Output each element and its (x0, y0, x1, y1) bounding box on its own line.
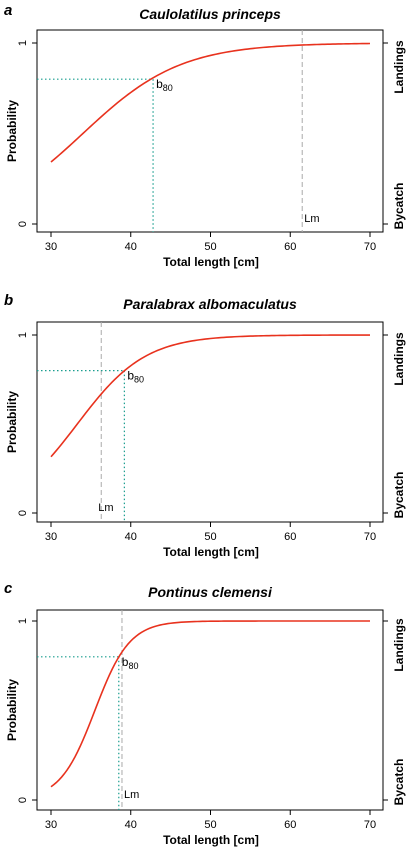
x-tick-label: 70 (364, 531, 376, 543)
right-label-landings: Landings (392, 332, 406, 386)
plot-frame (36, 609, 384, 811)
chart-title: Paralabrax albomaculatus (123, 296, 297, 312)
chart-panel-a: a Caulolatilus princeps Lm b80 30 40 50 60 70 0 1 T… (4, 2, 406, 269)
lm-label: Lm (98, 502, 113, 514)
plot-frame (36, 321, 384, 523)
x-tick-label: 60 (284, 241, 296, 253)
selectivity-curve (50, 620, 370, 788)
panel-letter: a (4, 2, 12, 19)
x-axis-label: Total length [cm] (163, 833, 259, 847)
x-tick-label: 30 (45, 531, 57, 543)
y-tick-label: 0 (17, 510, 29, 516)
x-tick-label: 50 (204, 531, 216, 543)
x-tick-label: 70 (364, 819, 376, 831)
lm-label: Lm (304, 213, 319, 225)
x-tick-label: 40 (125, 241, 137, 253)
chart-title: Caulolatilus princeps (139, 6, 281, 22)
x-tick-label: 50 (204, 819, 216, 831)
selectivity-curve (50, 42, 371, 163)
b80-label: b80 (122, 655, 139, 671)
x-tick-label: 50 (204, 241, 216, 253)
y-axis-label: Probability (5, 391, 19, 453)
selectivity-curve (50, 334, 371, 458)
y-tick-label: 1 (17, 332, 29, 338)
x-tick-label: 60 (284, 531, 296, 543)
chart-title: Pontinus clemensi (148, 584, 273, 600)
x-axis-label: Total length [cm] (163, 545, 259, 559)
right-label-bycatch: Bycatch (392, 472, 406, 519)
right-label-bycatch: Bycatch (392, 183, 406, 230)
y-tick-label: 0 (17, 797, 29, 803)
y-tick-label: 0 (17, 221, 29, 227)
chart-panel-b: b Paralabrax albomaculatus Lm b80 30 40 50 60 70… (4, 292, 406, 559)
y-axis-label: Probability (5, 100, 19, 162)
lm-label: Lm (124, 789, 139, 801)
chart-panel-c: c Pontinus clemensi Lm b80 30 40 50 60 70 0 1 Total… (4, 580, 406, 847)
x-axis-label: Total length [cm] (163, 255, 259, 269)
b80-subscript: 80 (128, 661, 138, 671)
x-tick-label: 60 (284, 819, 296, 831)
x-tick-label: 30 (45, 819, 57, 831)
y-axis-label: Probability (5, 679, 19, 741)
x-tick-label: 70 (364, 241, 376, 253)
b80-subscript: 80 (134, 375, 144, 385)
x-tick-label: 40 (125, 819, 137, 831)
right-label-bycatch: Bycatch (392, 759, 406, 806)
y-tick-label: 1 (17, 618, 29, 624)
b80-subscript: 80 (163, 83, 173, 93)
right-label-landings: Landings (392, 618, 406, 672)
plot-frame (36, 29, 384, 233)
x-tick-label: 30 (45, 241, 57, 253)
x-tick-label: 40 (125, 531, 137, 543)
b80-label: b80 (127, 369, 144, 385)
right-label-landings: Landings (392, 40, 406, 94)
panel-letter: c (4, 580, 13, 597)
b80-label: b80 (156, 77, 173, 93)
panel-letter: b (4, 292, 13, 309)
y-tick-label: 1 (17, 40, 29, 46)
